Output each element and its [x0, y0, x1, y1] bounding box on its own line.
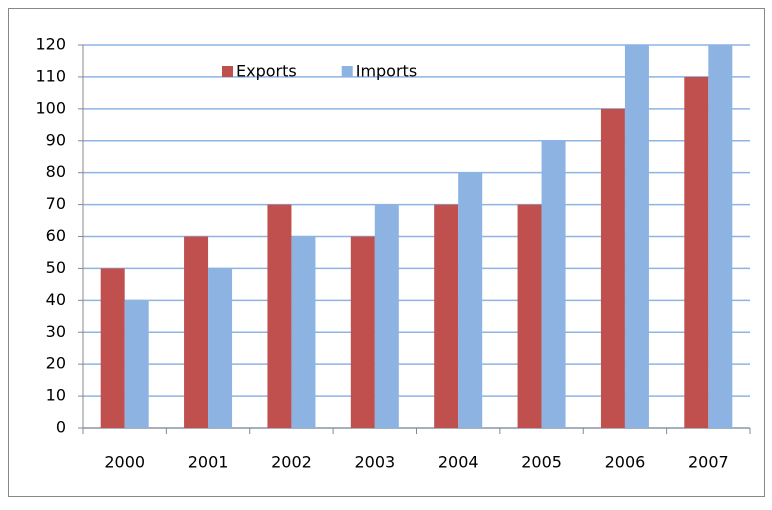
y-tick-label: 100 — [35, 98, 66, 117]
x-tick-label: 2004 — [438, 453, 479, 472]
bar — [708, 45, 733, 428]
y-tick-label: 90 — [46, 130, 66, 149]
bar — [291, 236, 316, 428]
bar — [208, 268, 233, 428]
y-tick-label: 20 — [46, 354, 66, 373]
x-tick-label: 2005 — [521, 453, 562, 472]
bar — [517, 204, 542, 428]
y-tick-label: 80 — [46, 162, 66, 181]
y-tick-label: 70 — [46, 194, 66, 213]
x-tick-label: 2000 — [104, 453, 145, 472]
x-tick-label: 2007 — [688, 453, 729, 472]
bar — [100, 268, 125, 428]
legend-label: Exports — [236, 62, 297, 81]
bar — [684, 76, 709, 429]
bar — [541, 140, 566, 428]
y-tick-label: 120 — [35, 35, 66, 54]
bar — [124, 300, 149, 428]
x-tick-label: 2006 — [605, 453, 646, 472]
x-tick-label: 2002 — [271, 453, 312, 472]
y-tick-label: 0 — [56, 418, 66, 437]
legend-swatch — [341, 66, 353, 77]
y-tick-label: 40 — [46, 290, 66, 309]
bar — [350, 236, 375, 428]
y-tick-label: 50 — [46, 258, 66, 277]
bar — [458, 172, 483, 428]
bar — [600, 108, 625, 428]
y-tick-label: 110 — [35, 66, 66, 85]
x-tick-label: 2003 — [354, 453, 395, 472]
legend-label: Imports — [356, 62, 417, 81]
y-tick-label: 10 — [46, 386, 66, 405]
y-tick-label: 30 — [46, 322, 66, 341]
bar — [267, 204, 292, 428]
bar — [624, 45, 649, 428]
bar — [184, 236, 209, 428]
bar — [434, 204, 459, 428]
bar — [374, 204, 399, 428]
x-tick-label: 2001 — [188, 453, 229, 472]
legend-swatch — [222, 66, 233, 77]
y-tick-label: 60 — [46, 226, 66, 245]
